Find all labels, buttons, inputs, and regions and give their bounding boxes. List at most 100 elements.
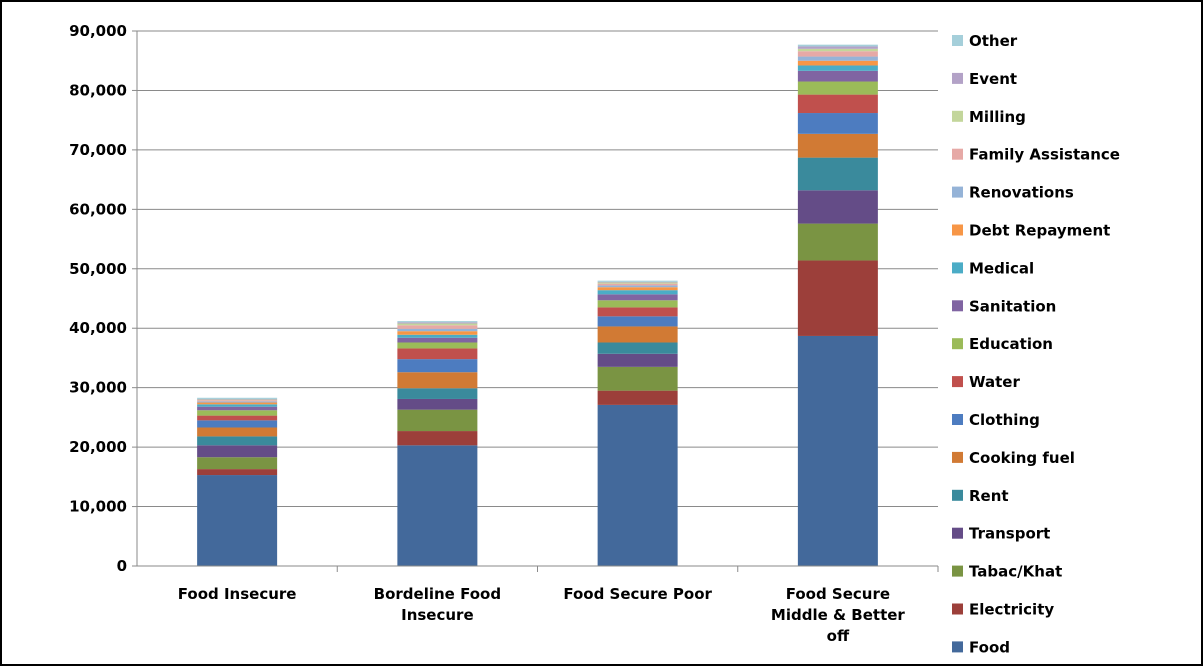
bar-segment-cooking-fuel	[797, 133, 878, 158]
bar-segment-clothing	[197, 420, 278, 428]
legend-swatch	[952, 603, 963, 615]
legend-label: Clothing	[969, 411, 1040, 429]
legend: Other Event Milling Family Assistance Renova…	[952, 32, 1120, 656]
bar-segment-debt-repayment	[797, 60, 878, 66]
bar-segment-transport	[597, 353, 678, 367]
bar-segment-other	[397, 321, 478, 323]
bar-segment-event	[797, 46, 878, 49]
bar-segment-renovations	[197, 401, 278, 403]
bar-segment-transport	[797, 190, 878, 224]
legend-swatch	[952, 224, 963, 236]
legend-swatch	[952, 489, 963, 501]
bar-segment-education	[797, 81, 878, 95]
x-category-label: Food Insecure	[178, 585, 297, 603]
bar-segment-sanitation	[797, 70, 878, 82]
bar-segment-cooking-fuel	[197, 427, 278, 437]
y-tick-label: 50,000	[69, 260, 127, 278]
legend-label: Food	[969, 638, 1010, 656]
legend-swatch	[952, 110, 963, 122]
bar-segment-medical	[397, 334, 478, 338]
bar-segment-event	[197, 398, 278, 400]
bar-segment-medical	[597, 290, 678, 295]
bar-segment-family-assistance	[797, 51, 878, 57]
bar-segment-family-assistance	[597, 283, 678, 286]
bar-segment-event	[397, 322, 478, 324]
bar-segment-education	[397, 342, 478, 349]
bar-segment-renovations	[797, 56, 878, 61]
bar-segment-sanitation	[197, 406, 278, 411]
bar-segment-other	[797, 44, 878, 47]
x-axis: Food Insecure Bordeline Food Insecure Food …	[137, 565, 939, 645]
bar-segment-debt-repayment	[197, 402, 278, 405]
bar-segment-clothing	[797, 113, 878, 134]
bar-segment-water	[797, 94, 878, 114]
bar-segment-milling	[597, 282, 678, 284]
bar-segment-debt-repayment	[397, 331, 478, 335]
legend-label: Debt Repayment	[969, 222, 1110, 240]
bar-segment-electricity	[597, 390, 678, 405]
bar-segment-food	[597, 404, 678, 566]
legend-swatch	[952, 300, 963, 312]
legend-swatch	[952, 527, 963, 539]
bar-segment-sanitation	[397, 337, 478, 343]
legend-swatch	[952, 641, 963, 653]
x-category-label: Bordeline Food Insecure	[374, 585, 501, 624]
bar-segment-rent	[197, 436, 278, 446]
legend-label: Transport	[969, 525, 1050, 543]
legend-label: Water	[969, 373, 1020, 391]
y-tick-label: 10,000	[69, 498, 127, 516]
bar-segment-cooking-fuel	[397, 372, 478, 389]
y-tick-label: 0	[117, 557, 127, 575]
bar-segment-other	[197, 397, 278, 399]
bar-segment-family-assistance	[197, 400, 278, 402]
bar-segment-food	[797, 335, 878, 566]
y-tick-label: 80,000	[69, 81, 127, 99]
bar-segment-medical	[797, 65, 878, 71]
bar-segment-water	[597, 307, 678, 317]
legend-swatch	[952, 338, 963, 350]
legend-label: Education	[969, 335, 1053, 353]
legend-swatch	[952, 414, 963, 425]
bar-segment-education	[597, 300, 678, 308]
legend-swatch	[952, 148, 963, 160]
bar-segment-debt-repayment	[597, 287, 678, 291]
y-tick-label: 20,000	[69, 438, 127, 456]
bar-segment-renovations	[397, 328, 478, 332]
legend-label: Medical	[969, 259, 1034, 277]
bar-segment-rent	[397, 388, 478, 399]
legend-label: Milling	[969, 108, 1026, 126]
y-tick-label: 30,000	[69, 379, 127, 397]
legend-label: Electricity	[969, 601, 1054, 619]
y-tick-label: 60,000	[69, 200, 127, 218]
bar-segment-milling	[397, 323, 478, 326]
legend-swatch	[952, 451, 963, 463]
legend-swatch	[952, 565, 963, 577]
x-category-label: Food Secure Middle & Better off	[771, 585, 906, 645]
bar-segment-transport	[397, 398, 478, 410]
bar-segment-milling	[797, 48, 878, 52]
bar-segment-sanitation	[597, 294, 678, 301]
bar-segment-milling	[197, 399, 278, 401]
legend-swatch	[952, 72, 963, 84]
y-tick-label: 90,000	[69, 22, 127, 40]
x-category-label: Food Secure Poor	[563, 585, 712, 603]
legend-label: Cooking fuel	[969, 449, 1075, 467]
bar-segment-tabac-khat	[797, 223, 878, 261]
legend-label: Family Assistance	[969, 146, 1120, 164]
bar-segment-transport	[197, 445, 278, 458]
legend-swatch	[952, 376, 963, 388]
bar-segment-water	[197, 415, 278, 421]
bar-segment-cooking-fuel	[597, 326, 678, 343]
bar-segment-food	[397, 445, 478, 566]
legend-swatch	[952, 35, 963, 46]
bar-segment-rent	[797, 157, 878, 191]
legend-label: Rent	[969, 487, 1009, 505]
legend-swatch	[952, 262, 963, 274]
bars	[197, 44, 878, 566]
bar-segment-electricity	[397, 431, 478, 446]
bar-segment-electricity	[197, 469, 278, 476]
bar-segment-rent	[597, 342, 678, 354]
legend-label: Sanitation	[969, 297, 1056, 315]
bar-segment-family-assistance	[397, 325, 478, 329]
